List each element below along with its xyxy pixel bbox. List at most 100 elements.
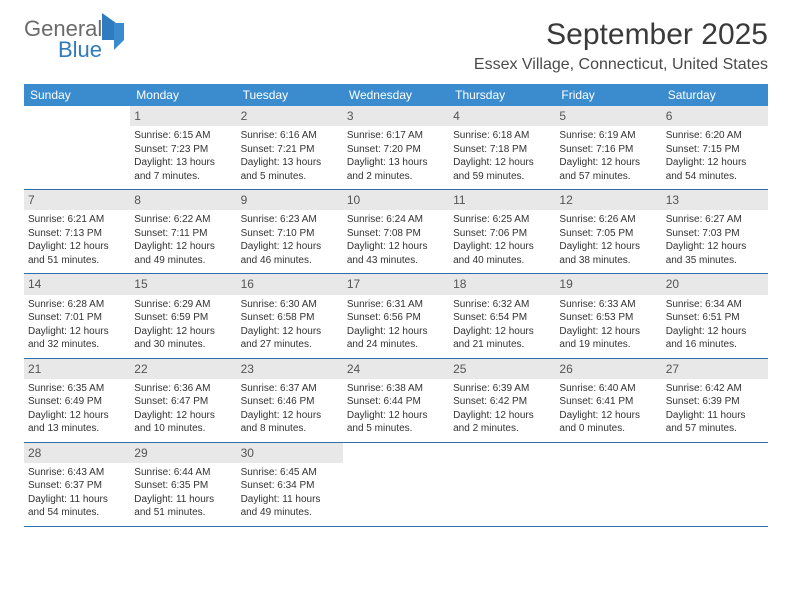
calendar-day: 25Sunrise: 6:39 AMSunset: 6:42 PMDayligh… [449, 359, 555, 442]
calendar-day: 7Sunrise: 6:21 AMSunset: 7:13 PMDaylight… [24, 190, 130, 273]
calendar-day: 2Sunrise: 6:16 AMSunset: 7:21 PMDaylight… [237, 106, 343, 189]
daylight-text: Daylight: 12 hours [241, 325, 339, 339]
sunset-text: Sunset: 7:11 PM [134, 227, 232, 241]
day-number: 30 [237, 443, 343, 463]
calendar-day: 1Sunrise: 6:15 AMSunset: 7:23 PMDaylight… [130, 106, 236, 189]
sunset-text: Sunset: 7:18 PM [453, 143, 551, 157]
calendar-day: 5Sunrise: 6:19 AMSunset: 7:16 PMDaylight… [555, 106, 661, 189]
daylight-text: and 49 minutes. [134, 254, 232, 268]
calendar-day [343, 443, 449, 526]
daylight-text: Daylight: 12 hours [453, 156, 551, 170]
sunset-text: Sunset: 6:49 PM [28, 395, 126, 409]
sunset-text: Sunset: 6:51 PM [666, 311, 764, 325]
calendar-day: 15Sunrise: 6:29 AMSunset: 6:59 PMDayligh… [130, 274, 236, 357]
daylight-text: Daylight: 12 hours [559, 240, 657, 254]
calendar-day [555, 443, 661, 526]
daylight-text: and 40 minutes. [453, 254, 551, 268]
day-number: 1 [130, 106, 236, 126]
calendar-day: 13Sunrise: 6:27 AMSunset: 7:03 PMDayligh… [662, 190, 768, 273]
calendar-day: 4 Sunrise: 6:18 AMSunset: 7:18 PMDaylight… [449, 106, 555, 189]
daylight-text: Daylight: 12 hours [453, 325, 551, 339]
calendar-day: 21Sunrise: 6:35 AMSunset: 6:49 PMDayligh… [24, 359, 130, 442]
sunrise-text: Sunrise: 6:20 AM [666, 129, 764, 143]
daylight-text: and 16 minutes. [666, 338, 764, 352]
sunset-text: Sunset: 6:41 PM [559, 395, 657, 409]
month-title: September 2025 [474, 18, 768, 52]
day-number: 26 [555, 359, 661, 379]
calendar: Sunday Monday Tuesday Wednesday Thursday… [24, 84, 768, 527]
sunset-text: Sunset: 7:13 PM [28, 227, 126, 241]
daylight-text: Daylight: 11 hours [666, 409, 764, 423]
day-number: 16 [237, 274, 343, 294]
sunset-text: Sunset: 6:47 PM [134, 395, 232, 409]
sunrise-text: Sunrise: 6:43 AM [28, 466, 126, 480]
sunrise-text: Sunrise: 6:31 AM [347, 298, 445, 312]
daylight-text: Daylight: 12 hours [134, 409, 232, 423]
sunrise-text: Sunrise: 6:34 AM [666, 298, 764, 312]
sunset-text: Sunset: 6:54 PM [453, 311, 551, 325]
sunset-text: Sunset: 6:58 PM [241, 311, 339, 325]
day-number: 17 [343, 274, 449, 294]
daylight-text: Daylight: 12 hours [347, 409, 445, 423]
daylight-text: Daylight: 12 hours [559, 409, 657, 423]
daylight-text: and 49 minutes. [241, 506, 339, 520]
calendar-day: 30Sunrise: 6:45 AMSunset: 6:34 PMDayligh… [237, 443, 343, 526]
calendar-day: 28Sunrise: 6:43 AMSunset: 6:37 PMDayligh… [24, 443, 130, 526]
daylight-text: Daylight: 11 hours [134, 493, 232, 507]
sunset-text: Sunset: 6:53 PM [559, 311, 657, 325]
daylight-text: Daylight: 12 hours [453, 240, 551, 254]
calendar-day: 19Sunrise: 6:33 AMSunset: 6:53 PMDayligh… [555, 274, 661, 357]
daylight-text: and 59 minutes. [453, 170, 551, 184]
calendar-day: 26 Sunrise: 6:40 AMSunset: 6:41 PMDayligh… [555, 359, 661, 442]
daylight-text: and 7 minutes. [134, 170, 232, 184]
daylight-text: and 38 minutes. [559, 254, 657, 268]
calendar-week: 28Sunrise: 6:43 AMSunset: 6:37 PMDayligh… [24, 443, 768, 527]
daylight-text: Daylight: 12 hours [559, 325, 657, 339]
sunrise-text: Sunrise: 6:26 AM [559, 213, 657, 227]
day-number: 14 [24, 274, 130, 294]
sunset-text: Sunset: 7:05 PM [559, 227, 657, 241]
daylight-text: Daylight: 11 hours [28, 493, 126, 507]
sunset-text: Sunset: 6:35 PM [134, 479, 232, 493]
sunrise-text: Sunrise: 6:23 AM [241, 213, 339, 227]
day-number: 3 [343, 106, 449, 126]
day-number: 5 [555, 106, 661, 126]
calendar-day: 16Sunrise: 6:30 AMSunset: 6:58 PMDayligh… [237, 274, 343, 357]
daylight-text: and 30 minutes. [134, 338, 232, 352]
header-sunday: Sunday [24, 84, 130, 106]
day-number: 25 [449, 359, 555, 379]
calendar-day [24, 106, 130, 189]
daylight-text: and 24 minutes. [347, 338, 445, 352]
daylight-text: and 8 minutes. [241, 422, 339, 436]
topbar: General Blue September 2025 Essex Villag… [24, 18, 768, 74]
calendar-day [662, 443, 768, 526]
daylight-text: and 2 minutes. [347, 170, 445, 184]
day-number: 29 [130, 443, 236, 463]
calendar-week: 14Sunrise: 6:28 AMSunset: 7:01 PMDayligh… [24, 274, 768, 358]
day-number: 4 [449, 106, 555, 126]
calendar-day: 9Sunrise: 6:23 AMSunset: 7:10 PMDaylight… [237, 190, 343, 273]
daylight-text: Daylight: 12 hours [28, 325, 126, 339]
calendar-day: 10Sunrise: 6:24 AMSunset: 7:08 PMDayligh… [343, 190, 449, 273]
sunrise-text: Sunrise: 6:42 AM [666, 382, 764, 396]
daylight-text: and 57 minutes. [559, 170, 657, 184]
calendar-day: 12Sunrise: 6:26 AMSunset: 7:05 PMDayligh… [555, 190, 661, 273]
sunrise-text: Sunrise: 6:28 AM [28, 298, 126, 312]
daylight-text: and 43 minutes. [347, 254, 445, 268]
calendar-week: 7Sunrise: 6:21 AMSunset: 7:13 PMDaylight… [24, 190, 768, 274]
sunset-text: Sunset: 6:44 PM [347, 395, 445, 409]
calendar-week: 21Sunrise: 6:35 AMSunset: 6:49 PMDayligh… [24, 359, 768, 443]
day-number: 13 [662, 190, 768, 210]
header-saturday: Saturday [662, 84, 768, 106]
sunset-text: Sunset: 7:23 PM [134, 143, 232, 157]
daylight-text: and 5 minutes. [347, 422, 445, 436]
daylight-text: and 0 minutes. [559, 422, 657, 436]
calendar-day: 3Sunrise: 6:17 AMSunset: 7:20 PMDaylight… [343, 106, 449, 189]
sunrise-text: Sunrise: 6:33 AM [559, 298, 657, 312]
day-number: 2 [237, 106, 343, 126]
sunrise-text: Sunrise: 6:40 AM [559, 382, 657, 396]
sunset-text: Sunset: 7:20 PM [347, 143, 445, 157]
daylight-text: and 2 minutes. [453, 422, 551, 436]
sunrise-text: Sunrise: 6:18 AM [453, 129, 551, 143]
daylight-text: Daylight: 12 hours [666, 240, 764, 254]
